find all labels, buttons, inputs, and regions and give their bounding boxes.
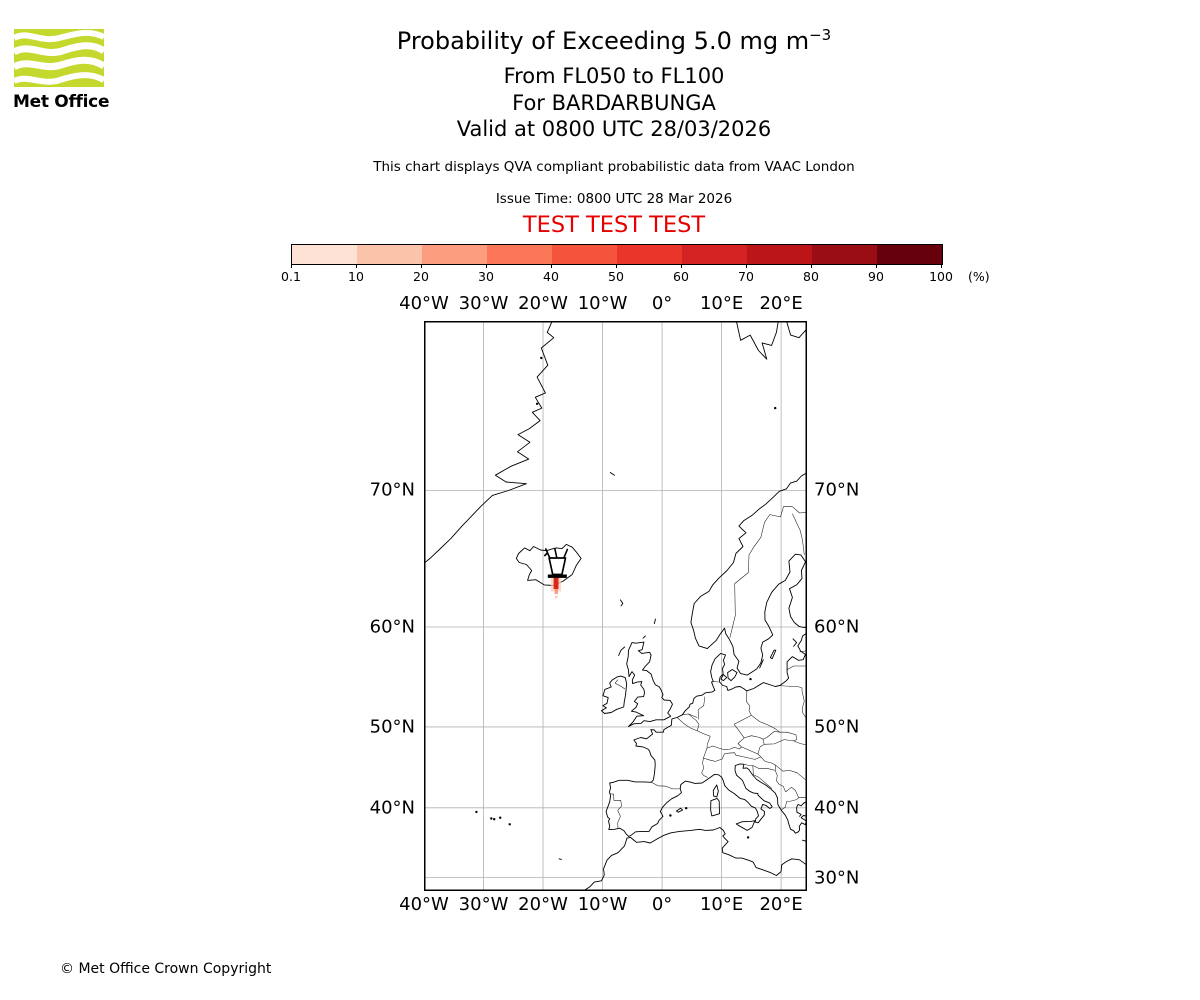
lat-label-left: 70°N bbox=[369, 479, 415, 501]
colorbar-segment bbox=[357, 245, 422, 264]
lon-label-top: 40°W bbox=[399, 293, 449, 314]
lat-label-left: 40°N bbox=[369, 797, 415, 819]
lon-label-top: 30°W bbox=[458, 293, 509, 314]
lon-label-bottom: 40°W bbox=[399, 894, 449, 915]
colorbar-tick-mark bbox=[291, 264, 292, 268]
colorbar-segment bbox=[487, 245, 552, 264]
lon-label-bottom: 10°W bbox=[577, 894, 628, 915]
colorbar-tick-label: 20 bbox=[413, 269, 429, 284]
subtitle-valid-time: Valid at 0800 UTC 28/03/2026 bbox=[456, 117, 772, 141]
map-svg bbox=[424, 321, 807, 891]
lon-label-bottom: 0° bbox=[651, 894, 673, 915]
lat-label-right: 40°N bbox=[814, 797, 860, 819]
colorbar-segment bbox=[617, 245, 682, 264]
lon-label-top: 0° bbox=[651, 293, 673, 314]
colorbar-tick-mark bbox=[616, 264, 617, 268]
colorbar-tick-mark bbox=[486, 264, 487, 268]
colorbar-segment bbox=[552, 245, 617, 264]
colorbar-tick-label: 50 bbox=[608, 269, 624, 284]
colorbar-segment bbox=[812, 245, 877, 264]
colorbar-tick-mark bbox=[746, 264, 747, 268]
volcano-marker-icon bbox=[544, 547, 569, 578]
colorbar-tick-mark bbox=[876, 264, 877, 268]
colorbar-tick-label: 60 bbox=[673, 269, 689, 284]
colorbar-segment bbox=[877, 245, 942, 264]
colorbar-tick-label: 0.1 bbox=[281, 269, 301, 284]
colorbar-tick-mark bbox=[941, 264, 942, 268]
colorbar-unit-label: (%) bbox=[968, 269, 990, 284]
colorbar-segment bbox=[682, 245, 747, 264]
subtitle-volcano: For BARDARBUNGA bbox=[512, 91, 716, 115]
lat-label-right: 60°N bbox=[814, 616, 860, 638]
colorbar-tick-label: 30 bbox=[478, 269, 494, 284]
met-office-logo-icon bbox=[12, 29, 106, 87]
lon-label-top: 20°W bbox=[518, 293, 568, 314]
chart-description: This chart displays QVA compliant probab… bbox=[373, 159, 855, 175]
test-banner: TEST TEST TEST bbox=[522, 212, 706, 238]
ash-probability-area bbox=[550, 571, 562, 599]
colorbar-tick-label: 80 bbox=[803, 269, 819, 284]
colorbar-segment bbox=[292, 245, 357, 264]
colorbar bbox=[291, 244, 943, 265]
colorbar-segment bbox=[747, 245, 812, 264]
lon-label-bottom: 10°E bbox=[699, 894, 744, 915]
lat-label-left: 50°N bbox=[369, 716, 415, 738]
colorbar-tick-label: 90 bbox=[868, 269, 884, 284]
colorbar-tick-mark bbox=[356, 264, 357, 268]
page-title: Probability of Exceeding 5.0 mg m−3 bbox=[396, 26, 832, 55]
colorbar-tick-mark bbox=[811, 264, 812, 268]
colorbar-segment bbox=[422, 245, 487, 264]
colorbar-tick-label: 40 bbox=[543, 269, 559, 284]
lon-label-bottom: 30°W bbox=[458, 894, 509, 915]
colorbar-tick-label: 10 bbox=[348, 269, 364, 284]
lat-label-right: 30°N bbox=[814, 867, 860, 888]
lon-label-top: 10°E bbox=[699, 293, 744, 314]
lat-label-right: 70°N bbox=[814, 479, 860, 501]
lon-label-bottom: 20°W bbox=[518, 894, 568, 915]
colorbar-tick-mark bbox=[421, 264, 422, 268]
copyright-text: © Met Office Crown Copyright bbox=[60, 961, 272, 977]
lat-label-right: 50°N bbox=[814, 716, 860, 738]
lon-label-top: 10°W bbox=[577, 293, 628, 314]
map-panel bbox=[424, 321, 807, 891]
colorbar-tick-mark bbox=[551, 264, 552, 268]
lon-label-top: 20°E bbox=[759, 293, 803, 314]
colorbar-tick-label: 100 bbox=[929, 269, 953, 284]
colorbar-tick-label: 70 bbox=[738, 269, 754, 284]
met-office-brand: Met Office bbox=[13, 92, 110, 112]
colorbar-tick-mark bbox=[681, 264, 682, 268]
colorbar-ticks: 0.1 10 20 30 40 50 60 70 80 90 100 bbox=[281, 264, 953, 288]
subtitle-flight-levels: From FL050 to FL100 bbox=[503, 64, 725, 88]
lon-label-bottom: 20°E bbox=[759, 894, 803, 915]
lat-label-left: 60°N bbox=[369, 616, 415, 638]
issue-time: Issue Time: 0800 UTC 28 Mar 2026 bbox=[495, 191, 733, 207]
